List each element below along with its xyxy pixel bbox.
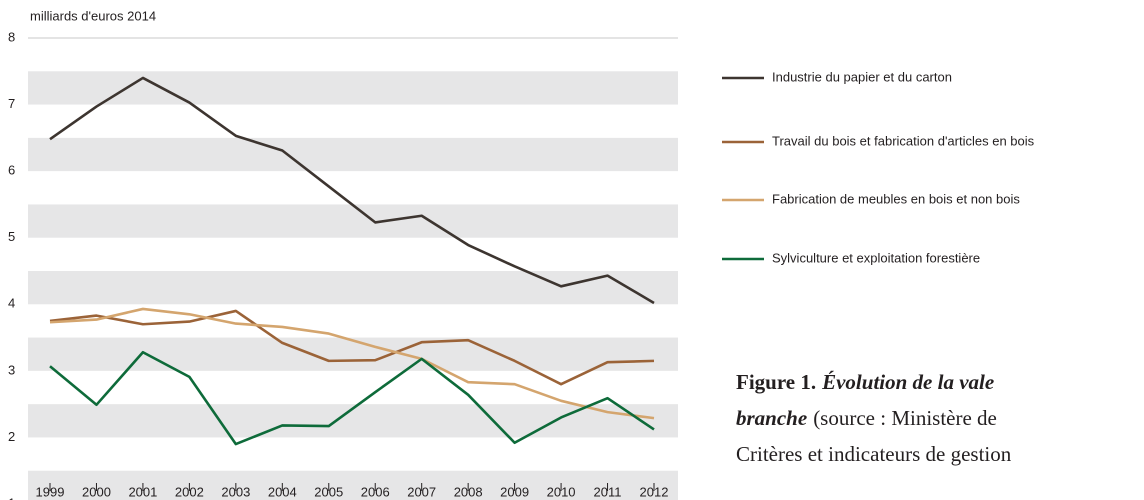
caption-line: Critères et indicateurs de gestion [736, 442, 1012, 466]
grid-band [28, 204, 678, 238]
legend-label: Travail du bois et fabrication d'article… [772, 133, 1035, 148]
grid-band [28, 337, 678, 371]
x-tick-label: 2002 [175, 484, 204, 499]
y-axis-label: milliards d'euros 2014 [30, 8, 156, 23]
x-tick-label: 2010 [547, 484, 576, 499]
legend-label: Sylviculture et exploitation forestière [772, 250, 980, 265]
caption-text: (source : Ministère de [813, 406, 997, 430]
line [49, 309, 655, 386]
legend-label: Fabrication de meubles en bois et non bo… [772, 191, 1020, 206]
x-tick-label: 2009 [500, 484, 529, 499]
x-tick-label: 2000 [82, 484, 111, 499]
x-tick-label: 2001 [128, 484, 157, 499]
grid-band [28, 271, 678, 305]
grid-band [28, 470, 678, 500]
x-tick-label: 2007 [407, 484, 436, 499]
y-tick-label: 7 [8, 96, 15, 111]
x-tick-label: 2012 [640, 484, 669, 499]
y-tick-label: 1 [8, 495, 15, 500]
line [49, 76, 655, 305]
caption-text: Évolution de la vale [821, 370, 994, 394]
line [49, 350, 655, 446]
grid [28, 37, 678, 500]
caption-text: branche [736, 406, 807, 430]
caption-line: branche (source : Ministère de [736, 406, 997, 430]
grid-band [28, 71, 678, 105]
x-tick-label: 2004 [268, 484, 297, 499]
x-tick-label: 2006 [361, 484, 390, 499]
x-tick-label: 1999 [36, 484, 65, 499]
y-tick-label: 3 [8, 362, 15, 377]
grid-band [28, 137, 678, 172]
x-tick-label: 2008 [454, 484, 483, 499]
legend-label: Industrie du papier et du carton [772, 69, 952, 84]
caption-text: Figure 1. [736, 370, 816, 394]
line [49, 307, 655, 420]
caption-text: Critères et indicateurs de gestion [736, 442, 1012, 466]
x-tick-label: 2011 [594, 484, 622, 499]
x-tick-label: 2003 [221, 484, 250, 499]
y-tick-label: 6 [8, 163, 15, 178]
y-tick-label: 5 [8, 229, 15, 244]
caption-line: Figure 1. Évolution de la vale [736, 370, 994, 394]
x-tick-label: 2005 [314, 484, 343, 499]
y-tick-label: 8 [8, 29, 15, 44]
y-tick-label: 2 [8, 429, 15, 444]
y-tick-label: 4 [8, 296, 15, 311]
